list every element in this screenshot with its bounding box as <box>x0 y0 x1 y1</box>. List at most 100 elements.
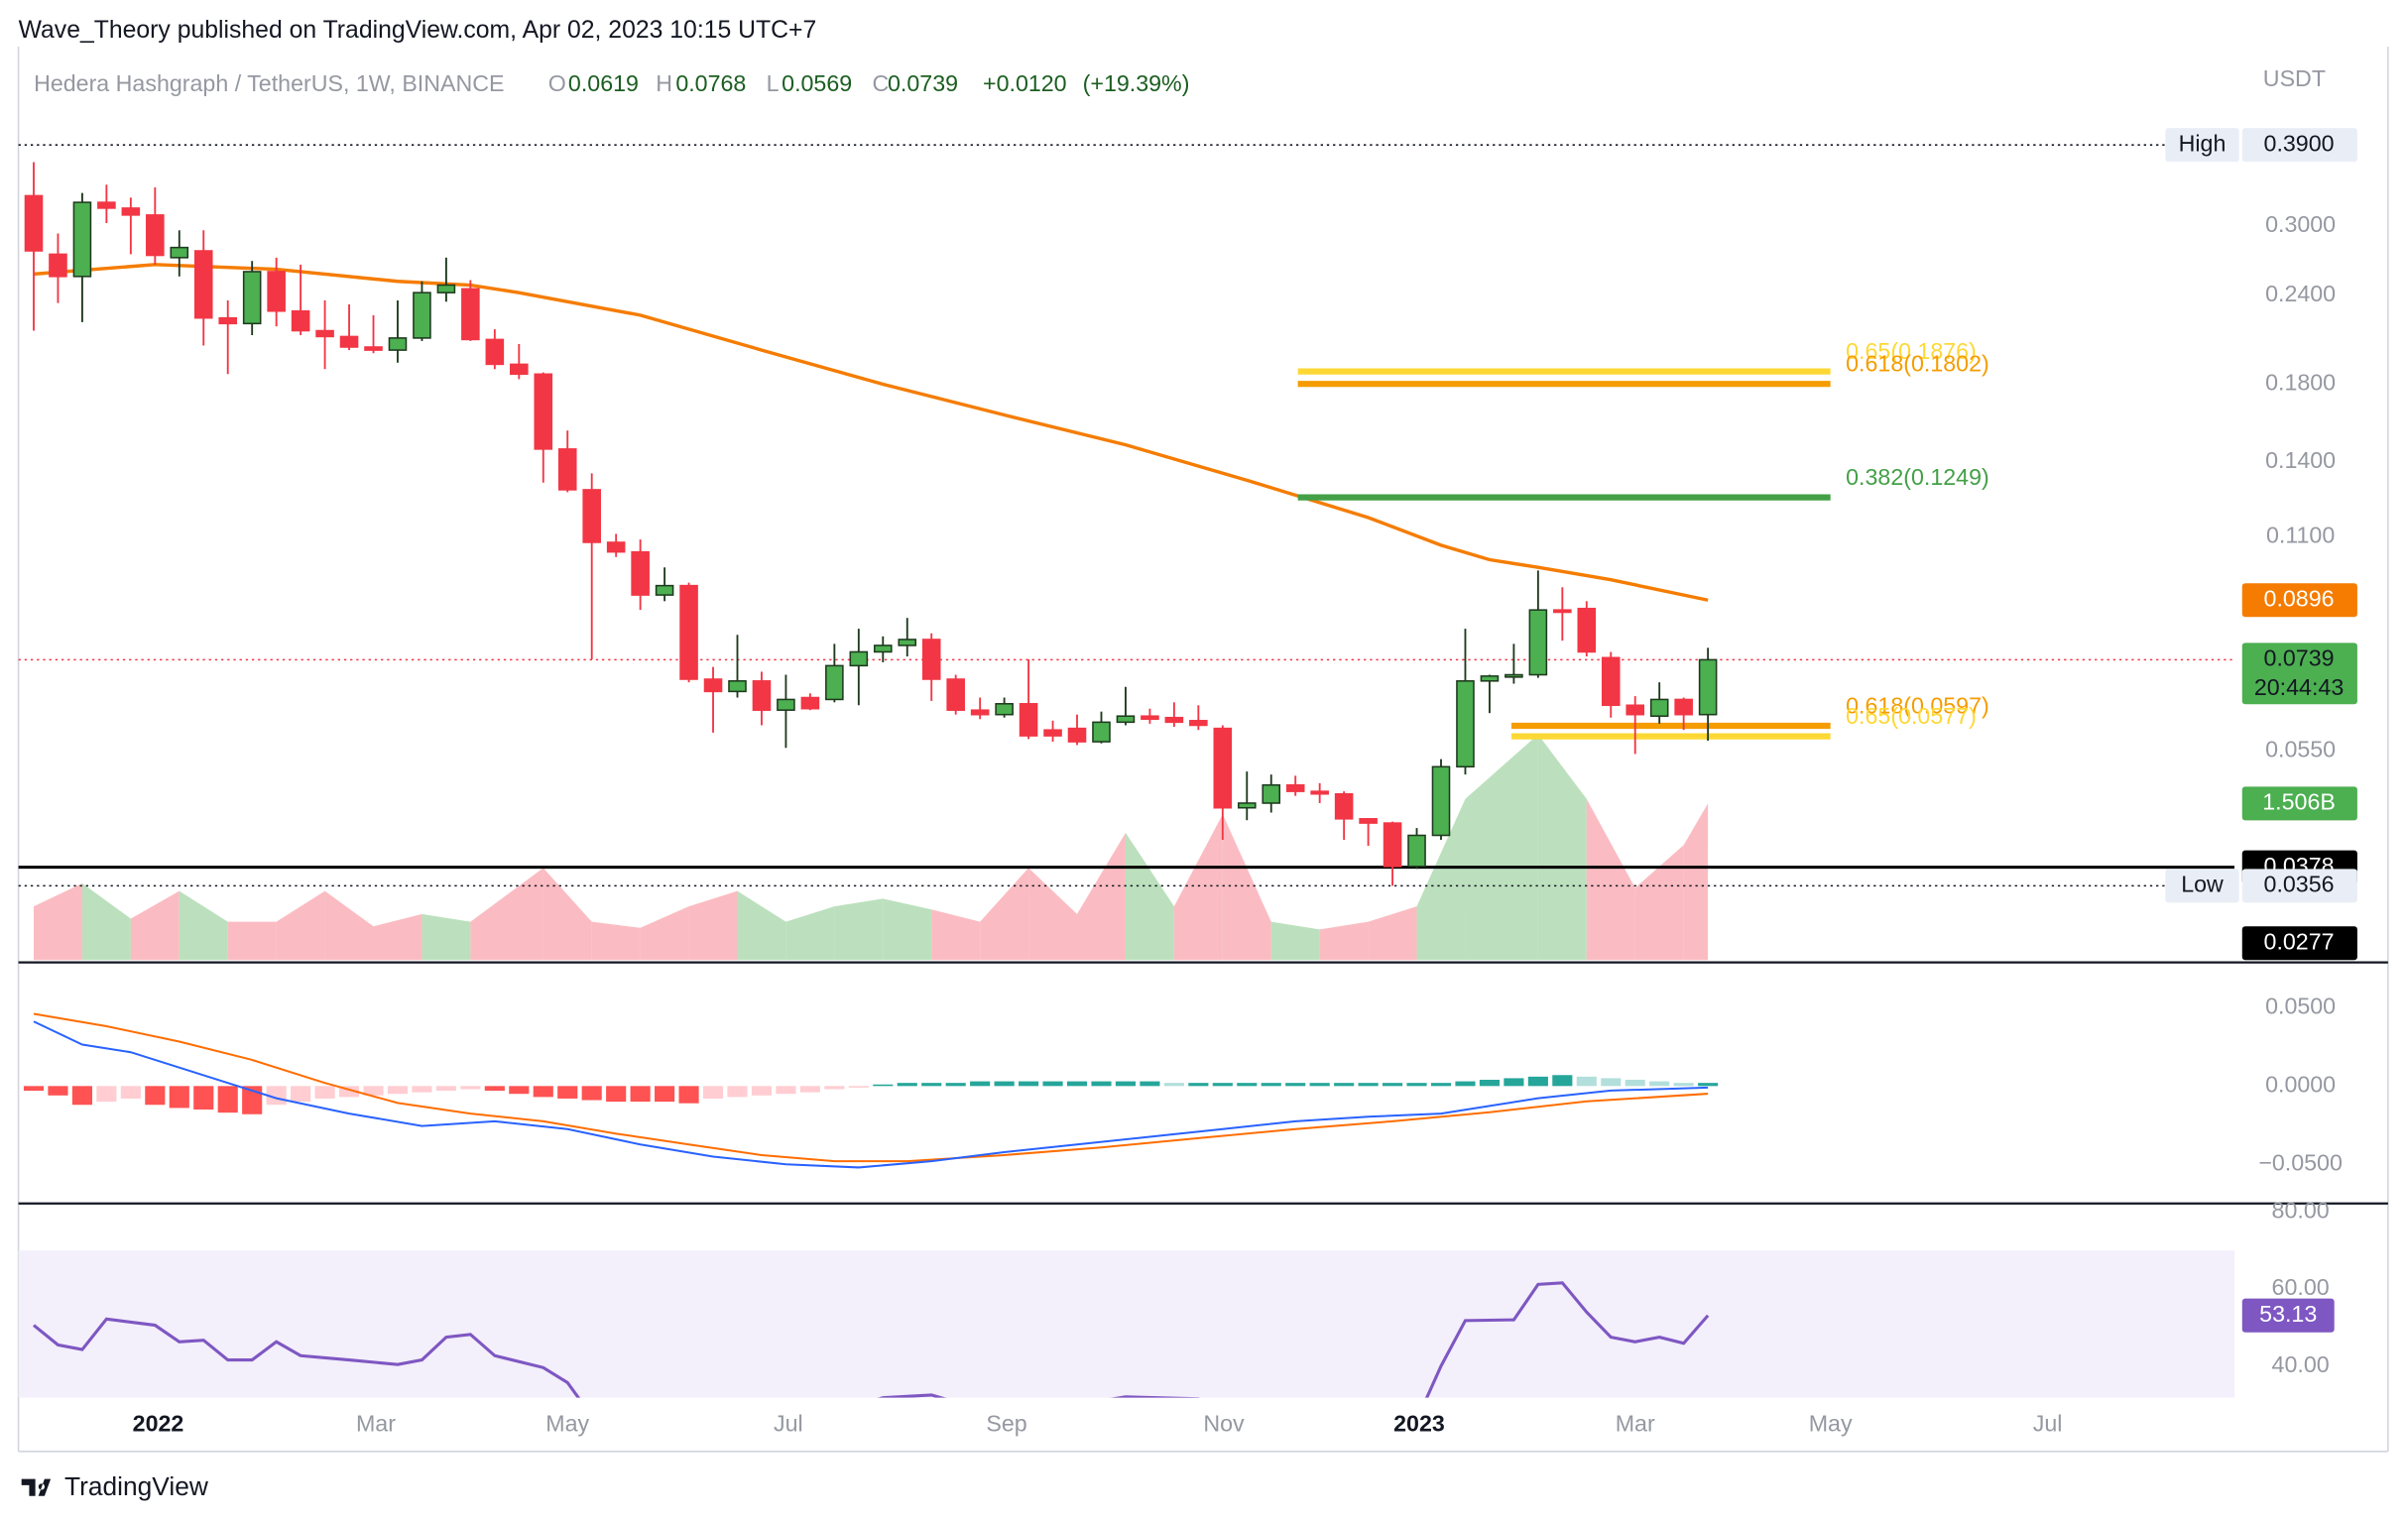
symbol-title: Hedera Hashgraph / TetherUS, 1W, BINANCE <box>34 70 504 96</box>
candle-body <box>1141 715 1159 721</box>
candle-body <box>631 550 650 596</box>
legend-key: C <box>873 70 890 96</box>
macd-histogram-bar <box>1042 1081 1063 1087</box>
volume-area <box>640 906 689 961</box>
rsi-pane <box>18 1250 2235 1398</box>
candle-body <box>1601 656 1621 707</box>
macd-histogram-bar <box>1237 1083 1258 1087</box>
x-tick-label: 2023 <box>1393 1411 1445 1437</box>
candle-body <box>193 250 213 319</box>
fib-label: 0.618(0.1802) <box>1846 351 1989 377</box>
macd-histogram-bar <box>71 1086 92 1106</box>
volume-area <box>81 882 131 961</box>
macd-histogram-bar <box>363 1086 384 1096</box>
x-tick-label: May <box>545 1411 589 1437</box>
macd-histogram-bar <box>460 1086 481 1090</box>
candle-body <box>49 253 67 278</box>
candle-body <box>1116 715 1136 724</box>
macd-histogram-bar <box>1066 1081 1088 1087</box>
candle-body <box>777 698 795 711</box>
macd-histogram-bar <box>484 1086 505 1092</box>
macd-histogram-bar <box>557 1086 578 1099</box>
macd-histogram-bar <box>1285 1083 1306 1087</box>
candle-body <box>1649 698 1669 717</box>
fib-label: 0.382(0.1249) <box>1846 464 1989 490</box>
macd-histogram-bar <box>1358 1083 1379 1087</box>
candle-body <box>1285 783 1305 792</box>
candle-body <box>825 664 844 701</box>
candle-body <box>1407 834 1426 868</box>
macd-histogram-bar <box>945 1083 966 1087</box>
y-tick-label: 0.1800 <box>2265 370 2336 396</box>
volume-area <box>1586 798 1635 961</box>
rsi-line <box>33 1281 1710 1398</box>
candle-body <box>510 363 529 376</box>
volume-area <box>980 868 1029 961</box>
x-tick-label: May <box>1809 1411 1853 1437</box>
rsi-tick-label: 60.00 <box>2272 1274 2330 1300</box>
macd-histogram-bar <box>776 1086 796 1095</box>
level-label: 0.0277 <box>2264 928 2335 954</box>
candle-body <box>557 448 577 491</box>
macd-histogram-bar <box>1504 1078 1524 1087</box>
legend-value: 0.0739 <box>888 70 958 96</box>
candle-body <box>121 207 141 216</box>
volume-area <box>591 921 641 961</box>
volume-area <box>1683 803 1709 961</box>
macd-histogram-bar <box>1673 1083 1694 1087</box>
volume-area <box>276 890 325 961</box>
volume-area <box>542 868 592 961</box>
macd-histogram-bar <box>533 1086 553 1098</box>
candle-body <box>1237 802 1257 809</box>
macd-histogram-bar <box>655 1086 675 1103</box>
currency: USDT <box>2263 65 2326 91</box>
volume-area <box>179 890 228 961</box>
volume-area <box>470 868 543 961</box>
macd-histogram-bar <box>994 1081 1015 1087</box>
volume-area <box>785 906 835 961</box>
macd-histogram-bar <box>193 1086 214 1111</box>
macd-histogram-bar <box>824 1086 845 1090</box>
level-box <box>2241 926 2357 961</box>
volume-area <box>421 913 471 961</box>
macd-histogram-bar <box>581 1086 602 1101</box>
macd-histogram-bar <box>1140 1081 1160 1087</box>
volume-area <box>834 898 884 961</box>
candle-body <box>946 678 965 711</box>
candle-body <box>1553 609 1572 614</box>
macd-histogram-bar <box>1188 1083 1209 1087</box>
candle-body <box>800 696 820 710</box>
candle-body <box>1067 727 1087 743</box>
candle-body <box>1043 729 1062 737</box>
candle-body <box>582 489 601 543</box>
macd-histogram-bar <box>1212 1083 1233 1087</box>
macd-histogram-bar <box>1527 1076 1548 1087</box>
candle-body <box>218 316 238 325</box>
rsi-label: 53.13 <box>2259 1301 2317 1327</box>
macd-histogram-bar <box>727 1086 748 1098</box>
volume-area <box>737 890 786 961</box>
x-tick-label: Jul <box>2033 1411 2063 1437</box>
candle-body <box>703 678 723 693</box>
legend-key: H <box>656 70 672 96</box>
volume-area <box>1416 798 1466 961</box>
current-price-label: 0.0739 <box>2264 645 2335 671</box>
footer-brand: TradingView <box>64 1471 209 1501</box>
candle-body <box>291 309 310 332</box>
macd-histogram-bar <box>630 1086 651 1103</box>
candle-body <box>1625 704 1645 716</box>
candle-body <box>752 680 772 711</box>
candle-body <box>315 329 334 338</box>
candle-body <box>1528 609 1548 676</box>
candle-body <box>72 201 92 278</box>
macd-histogram-bar <box>338 1086 360 1098</box>
legend-key: L <box>767 70 780 96</box>
candle-body <box>97 201 116 209</box>
macd-histogram-bar <box>169 1086 189 1109</box>
macd-histogram-bar <box>1115 1081 1137 1087</box>
volume-area <box>688 890 738 961</box>
volume-area <box>1222 814 1271 961</box>
macd-tick-label: 0.0000 <box>2265 1071 2336 1097</box>
